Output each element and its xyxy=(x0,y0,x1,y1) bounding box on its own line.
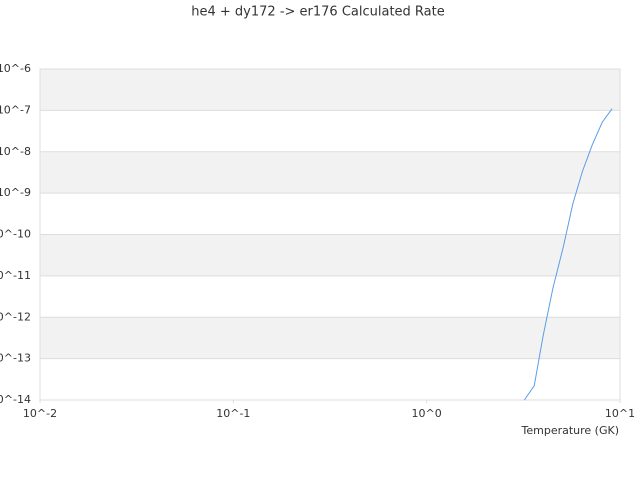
y-tick-label: 10^-6 xyxy=(0,62,31,75)
chart-title: he4 + dy172 -> er176 Calculated Rate xyxy=(191,5,444,20)
x-tick-label: 10^0 xyxy=(412,407,442,420)
x-tick-label: 10^-2 xyxy=(23,407,57,420)
y-tick-label: 10^-14 xyxy=(0,393,31,406)
y-tick-label: 10^-9 xyxy=(0,186,31,199)
y-tick-label: 10^-7 xyxy=(0,103,31,116)
plot-band xyxy=(40,317,620,359)
plot-band xyxy=(40,151,620,194)
x-tick-label: 10^1 xyxy=(605,407,635,420)
y-tick-label: 10^-10 xyxy=(0,228,31,241)
line-series xyxy=(523,108,613,401)
y-tick-label: 10^-8 xyxy=(0,145,31,158)
plot-band xyxy=(40,69,620,111)
y-tick-label: 10^-13 xyxy=(0,352,31,365)
y-tick-label: 10^-12 xyxy=(0,310,31,323)
x-axis-label: Temperature (GK) xyxy=(521,424,620,437)
y-tick-label: 10^-11 xyxy=(0,269,31,282)
x-tick-label: 10^-1 xyxy=(216,407,250,420)
plot-band xyxy=(40,234,620,276)
